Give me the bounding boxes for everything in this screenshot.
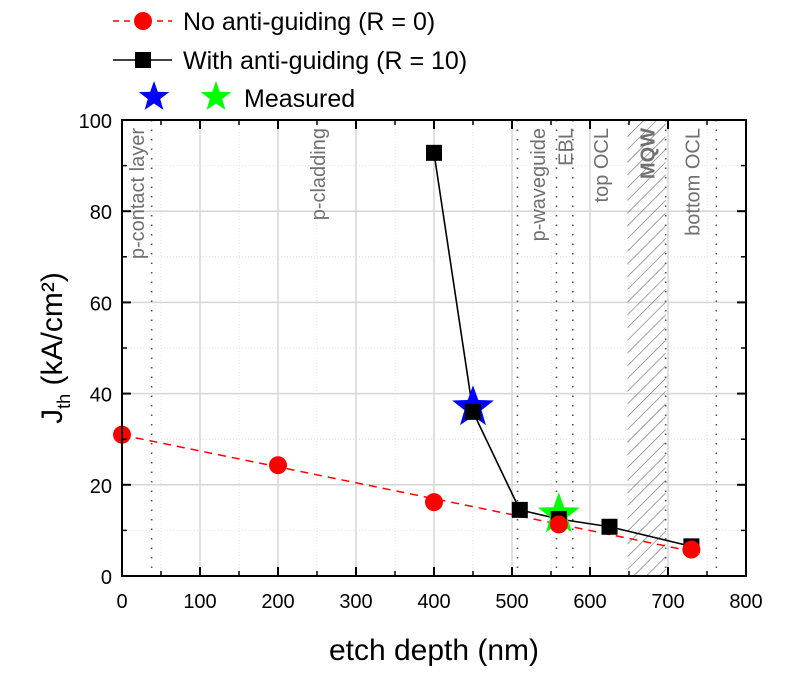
svg-text:Jth (kA/cm²): Jth (kA/cm²) [36, 272, 74, 424]
data-point-square [465, 403, 481, 420]
x-tick-label: 800 [729, 591, 762, 613]
data-point-circle [269, 456, 287, 475]
region-label: p-cladding [308, 128, 330, 220]
x-axis-title: etch depth (nm) [329, 634, 539, 667]
legend-star-blue-icon [138, 81, 170, 110]
series-line-with-antiguiding [433, 152, 692, 548]
y-tick-label: 80 [90, 202, 112, 224]
y-tick-label: 100 [79, 111, 112, 133]
data-point-circle [549, 515, 568, 534]
legend: No anti-guiding (R = 0) With anti-guidin… [113, 8, 467, 113]
region-label: top OCL [591, 128, 613, 202]
data-point-circle [682, 540, 701, 559]
region-label: EBL [555, 128, 577, 166]
y-tick-label: 40 [90, 385, 112, 407]
region-label-mqw: MQW [638, 128, 660, 179]
data-point-square [511, 501, 528, 518]
x-tick-label: 500 [495, 591, 528, 613]
legend-star-green-icon [200, 81, 232, 110]
region-label: bottom OCL [682, 128, 704, 236]
y-axis-title-main: J [36, 409, 69, 424]
x-tick-label: 300 [339, 591, 372, 613]
x-tick-label: 100 [183, 591, 216, 613]
legend-label-no-antiguiding: No anti-guiding (R = 0) [183, 8, 435, 36]
x-tick-label: 600 [573, 591, 606, 613]
axes: 0 100 200 300 400 500 600 700 800 0 20 40 60 80 100 [79, 111, 763, 613]
series [122, 152, 692, 552]
region-label: p-waveguide [528, 128, 550, 241]
x-tick-label: 400 [417, 591, 450, 613]
y-axis-title-sub: th [54, 394, 74, 409]
legend-entry-with-antiguiding: With anti-guiding (R = 10) [113, 47, 467, 75]
legend-entry-measured: Measured [138, 81, 355, 113]
y-axis-title-rest: (kA/cm²) [36, 272, 69, 394]
data-point-circle [425, 493, 443, 512]
markers [113, 144, 701, 559]
layer-regions: MQW p-contact layer p-cladding p-waveguide E… [127, 120, 718, 576]
y-tick-label: 20 [90, 476, 112, 498]
legend-square-marker [135, 52, 151, 68]
mqw-hatched-region [627, 120, 666, 576]
region-label: p-contact layer [127, 128, 149, 260]
y-tick-label: 0 [101, 567, 112, 589]
x-tick-label: 0 [116, 591, 127, 613]
data-point-square [601, 518, 618, 535]
data-point-square [426, 144, 442, 161]
legend-circle-marker [134, 12, 152, 30]
y-axis-title: Jth (kA/cm²) [36, 272, 74, 424]
legend-label-measured: Measured [244, 85, 355, 113]
legend-label-with-antiguiding: With anti-guiding (R = 10) [183, 47, 467, 75]
x-tick-label: 200 [261, 591, 294, 613]
y-tick-label: 60 [90, 293, 112, 315]
legend-entry-no-antiguiding: No anti-guiding (R = 0) [113, 8, 435, 36]
x-tick-label: 700 [651, 591, 684, 613]
